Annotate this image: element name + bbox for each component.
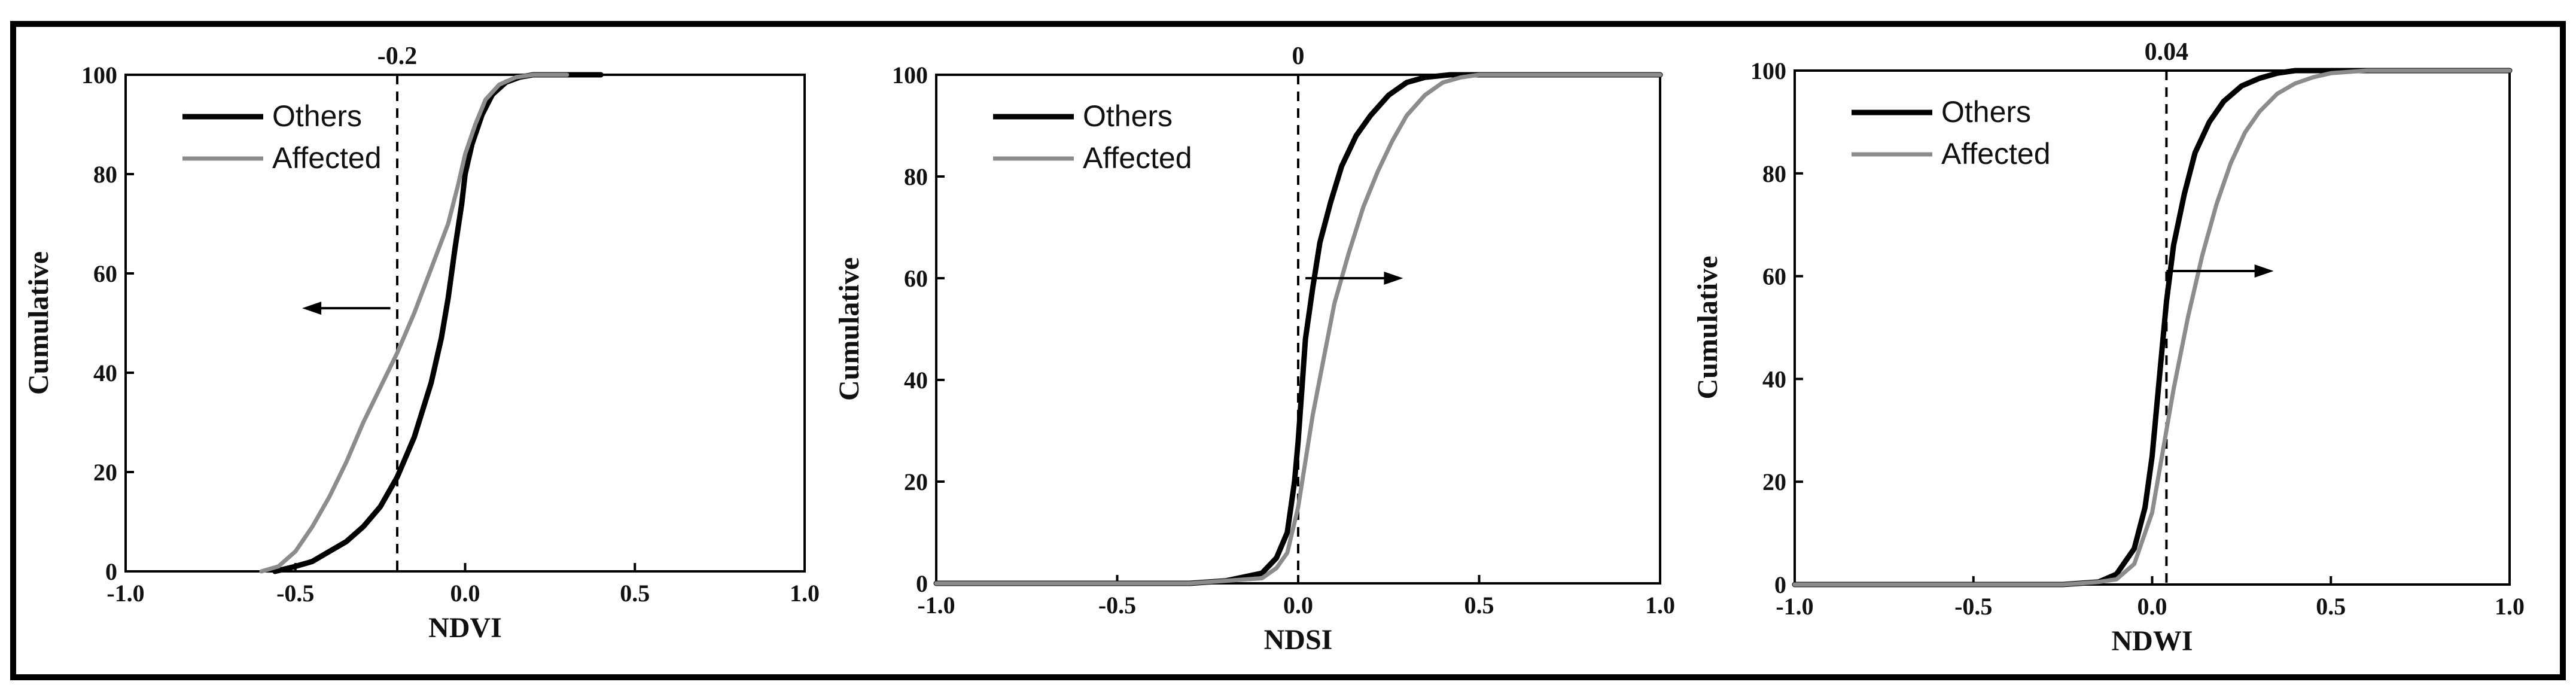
y-tick-label: 20: [1762, 468, 1786, 495]
axis-ticks: -1.0 -0.5 0.0 0.5 1.0 0 20 40 60 80 100: [1750, 57, 2525, 620]
y-tick-label: 80: [1762, 160, 1786, 187]
y-tick-label: 60: [93, 260, 117, 287]
threshold-label: 0: [1292, 42, 1305, 70]
y-tick-label: 60: [1762, 263, 1786, 290]
y-tick-label: 20: [93, 459, 117, 486]
y-tick-label: 40: [93, 360, 117, 386]
y-tick-label: 0: [916, 570, 928, 597]
direction-arrow: [2166, 264, 2274, 278]
legend: Others Affected: [993, 99, 1192, 175]
x-tick-label: 1.0: [2495, 593, 2525, 620]
series-line-affected: [1792, 68, 2512, 587]
legend-label: Affected: [1083, 141, 1192, 175]
legend-label: Others: [1941, 95, 2031, 129]
arrow-head: [2254, 264, 2274, 278]
x-axis-label: NDVI: [428, 612, 502, 644]
legend-label: Affected: [272, 141, 382, 175]
y-axis-label: Cumulative: [23, 251, 54, 395]
panel-ndvi: -1.0 -0.5 0.0 0.5 1.0 0 20 40 60 80 100 Others Affe…: [23, 42, 820, 644]
x-tick-label: -1.0: [917, 592, 955, 619]
series-curves: [933, 72, 1663, 586]
panel-ndwi: -1.0 -0.5 0.0 0.5 1.0 0 20 40 60 80 100 Others Affe…: [1692, 38, 2525, 657]
x-tick-label: 1.0: [1645, 592, 1675, 619]
direction-arrow: [302, 302, 391, 315]
y-tick-label: 100: [81, 62, 117, 89]
x-tick-label: -0.5: [276, 580, 314, 607]
series-curves: [259, 72, 604, 574]
x-tick-label: 0.5: [1464, 592, 1494, 619]
x-axis-label: NDWI: [2111, 625, 2193, 657]
y-tick-label: 100: [1750, 57, 1786, 84]
series-line-affected: [934, 72, 1662, 586]
y-tick-label: 20: [904, 468, 928, 495]
x-tick-label: -0.5: [1098, 592, 1136, 619]
y-tick-label: 0: [105, 558, 117, 585]
y-tick-label: 80: [904, 163, 928, 190]
y-axis-label: Cumulative: [833, 257, 865, 401]
x-tick-label: 0.5: [620, 580, 650, 607]
axis-ticks: -1.0 -0.5 0.0 0.5 1.0 0 20 40 60 80 100: [892, 62, 1675, 619]
series-curves: [1792, 68, 2513, 588]
y-tick-label: 80: [93, 161, 117, 188]
x-tick-label: 1.0: [790, 580, 820, 607]
series-line-others: [1792, 68, 2513, 588]
threshold-label: 0.04: [2145, 38, 2189, 66]
x-axis-label: NDSI: [1264, 624, 1333, 656]
legend: Others Affected: [1852, 95, 2051, 171]
x-tick-label: 0.0: [2137, 593, 2167, 620]
series-line-others: [933, 72, 1663, 586]
y-tick-label: 40: [1762, 366, 1786, 392]
y-tick-label: 100: [892, 62, 928, 89]
legend: Others Affected: [182, 99, 382, 175]
legend-label: Affected: [1941, 137, 2051, 171]
x-tick-label: 0.0: [1283, 592, 1313, 619]
x-tick-label: 0.5: [2316, 593, 2346, 620]
x-tick-label: -1.0: [1776, 593, 1813, 620]
series-line-affected: [259, 72, 570, 574]
legend-label: Others: [272, 99, 362, 133]
panel-ndsi: -1.0 -0.5 0.0 0.5 1.0 0 20 40 60 80 100 Others Affe…: [833, 42, 1675, 656]
axis-ticks: -1.0 -0.5 0.0 0.5 1.0 0 20 40 60 80 100: [81, 62, 820, 607]
y-axis-label: Cumulative: [1692, 256, 1724, 400]
x-tick-label: -0.5: [1954, 593, 1992, 620]
y-tick-label: 60: [904, 265, 928, 292]
arrow-head: [302, 302, 322, 315]
x-tick-label: 0.0: [450, 580, 480, 607]
y-tick-label: 40: [904, 367, 928, 394]
direction-arrow: [1305, 272, 1403, 285]
y-tick-label: 0: [1774, 571, 1786, 598]
legend-label: Others: [1083, 99, 1173, 133]
x-tick-label: -1.0: [106, 580, 144, 607]
threshold-label: -0.2: [377, 42, 418, 70]
arrow-head: [1384, 272, 1403, 285]
